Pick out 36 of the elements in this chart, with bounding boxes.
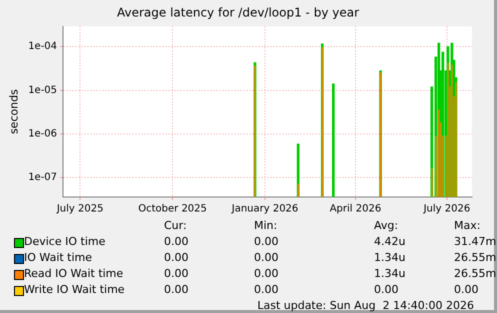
- text: 26.55m: [454, 267, 496, 280]
- text: Last update: Sun Aug 2 14:40:00 2026: [256, 299, 475, 313]
- x-tick-label: October 2025: [138, 204, 207, 215]
- y-tick-label: 1e-04: [28, 41, 58, 52]
- text: Cur:: [164, 219, 187, 232]
- text: 0.00: [164, 267, 188, 280]
- y-axis-title: seconds: [7, 88, 20, 134]
- legend-label: Write IO Wait time: [24, 283, 125, 296]
- legend-label: IO Wait time: [24, 251, 92, 264]
- x-tick-label: July 2026: [422, 204, 470, 215]
- legend-label: Read IO Wait time: [24, 267, 124, 280]
- chart-title: Average latency for /dev/loop1 - by year: [116, 5, 360, 20]
- x-tick-label: January 2026: [230, 204, 298, 215]
- text: 0.00: [254, 267, 278, 280]
- text: 4.42u: [374, 235, 406, 248]
- y-tick-label: 1e-06: [28, 128, 58, 140]
- text: 1.34u: [374, 251, 406, 264]
- text: 26.55m: [454, 251, 496, 264]
- legend-label: Device IO time: [24, 235, 106, 248]
- x-tick-label: July 2025: [56, 204, 104, 215]
- text: Max:: [454, 219, 480, 232]
- text: 0.00: [164, 283, 188, 296]
- text: 31.47m: [454, 235, 496, 248]
- text: Avg:: [374, 219, 398, 232]
- text: 0.00: [254, 235, 278, 248]
- text: Min:: [254, 219, 278, 232]
- text: 0.00: [164, 251, 188, 264]
- x-tick-label: April 2026: [330, 204, 382, 215]
- text: 0.00: [454, 283, 478, 296]
- y-tick-label: 1e-05: [28, 84, 58, 96]
- text: 0.00: [164, 235, 188, 248]
- y-tick-label: 1e-07: [28, 172, 58, 184]
- text: 0.00: [374, 283, 398, 296]
- text: 1.34u: [374, 267, 406, 280]
- text: 0.00: [254, 251, 278, 264]
- text: 0.00: [254, 283, 278, 296]
